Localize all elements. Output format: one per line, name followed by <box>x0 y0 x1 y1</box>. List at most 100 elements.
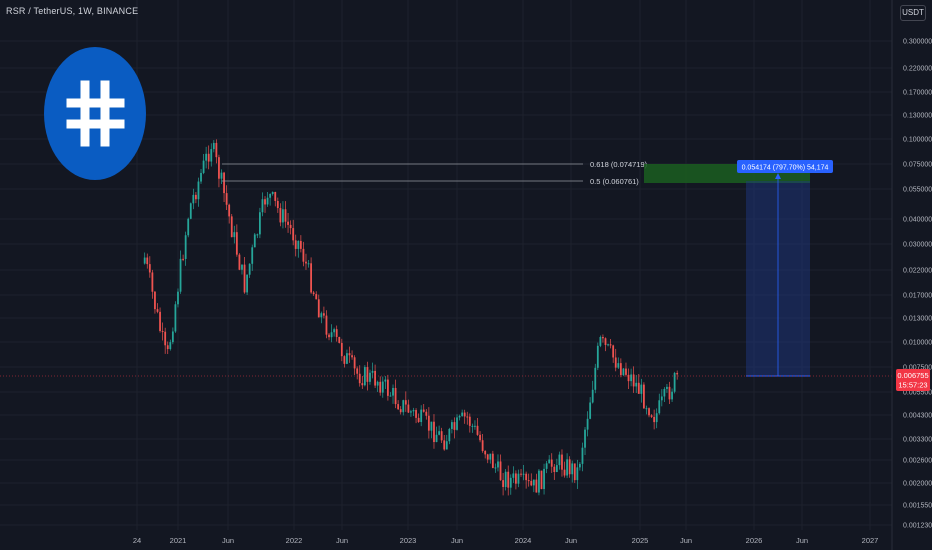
candle-body <box>430 421 433 431</box>
x-tick-label: Jun <box>796 536 808 545</box>
y-tick-label: 0.002600 <box>903 458 932 465</box>
y-tick-label: 0.003300 <box>903 437 932 444</box>
candle-body <box>417 417 420 423</box>
candle-body <box>466 416 469 418</box>
x-tick-label: 2022 <box>286 536 303 545</box>
candle-body <box>151 272 154 292</box>
y-tick-label: 0.013000 <box>903 316 932 323</box>
x-tick-label: Jun <box>222 536 234 545</box>
candle-body <box>248 263 251 275</box>
candle-body <box>292 228 295 241</box>
candle-body <box>676 372 679 375</box>
candle-body <box>223 172 225 194</box>
candle-body <box>645 408 648 410</box>
candle-body <box>555 465 558 473</box>
candle-body <box>412 410 415 412</box>
candle-body <box>525 473 528 481</box>
y-tick-label: 0.017000 <box>903 293 932 300</box>
candle-body <box>625 368 627 375</box>
candle-body <box>235 232 238 255</box>
candle-body <box>502 480 504 487</box>
candle-body <box>343 356 346 364</box>
candle-body <box>619 363 622 376</box>
y-tick-label: 0.007500 <box>903 365 932 372</box>
y-tick-label: 0.001230 <box>903 523 932 530</box>
candle-body <box>425 411 428 416</box>
candle-body <box>335 329 338 337</box>
candle-body <box>458 415 461 418</box>
candle-body <box>246 274 248 293</box>
y-tick-label: 0.100000 <box>903 137 932 144</box>
candle-body <box>279 208 282 223</box>
countdown-timer: 15:57:23 <box>898 381 927 390</box>
candle-body <box>640 384 643 394</box>
candle-body <box>369 372 371 382</box>
candle-body <box>264 199 266 205</box>
candle-body <box>256 234 259 236</box>
candle-body <box>299 240 302 249</box>
candle-body <box>671 391 673 400</box>
symbol-title: RSR / TetherUS, 1W, BINANCE <box>6 6 139 16</box>
candle-body <box>320 313 323 318</box>
candle-body <box>527 480 530 482</box>
candle-body <box>422 409 425 412</box>
candle-body <box>443 440 446 450</box>
candle-body <box>202 160 205 173</box>
candle-body <box>517 473 520 484</box>
candle-body <box>333 329 336 333</box>
current-price-tag: 0.006755 15:57:23 <box>896 369 930 391</box>
candle-body <box>310 263 312 293</box>
candle-body <box>532 479 535 486</box>
candle-body <box>294 240 297 249</box>
candle-body <box>271 191 274 194</box>
candle-body <box>381 381 384 393</box>
candle-body <box>520 473 522 475</box>
candle-body <box>445 441 448 450</box>
candle-body <box>197 181 200 200</box>
candle-body <box>666 386 668 389</box>
candle-body <box>363 367 366 386</box>
fib-level-05[interactable]: 0.5 (0.060761) <box>222 177 639 186</box>
candle-body <box>284 209 287 222</box>
candle-body <box>146 257 149 265</box>
candle-body <box>164 331 167 346</box>
candle-body <box>571 463 574 475</box>
candle-body <box>323 313 325 316</box>
hash-icon <box>66 80 125 147</box>
candle-body <box>195 194 197 200</box>
candle-body <box>609 344 612 346</box>
candle-body <box>169 342 172 350</box>
candle-body <box>187 218 190 236</box>
candle-body <box>594 367 597 390</box>
candle-body <box>474 425 476 427</box>
time-axis[interactable]: 24 2021 Jun 2022 Jun 2023 Jun 2024 Jun 2025 Jun 202… <box>133 536 879 545</box>
candle-body <box>218 157 220 179</box>
currency-button[interactable]: USDT <box>900 5 926 21</box>
candle-body <box>602 336 604 339</box>
y-tick-label: 0.040000 <box>903 217 932 224</box>
candle-body <box>238 254 241 270</box>
candle-body <box>584 429 586 448</box>
candlestick-series <box>143 139 679 496</box>
candle-body <box>650 415 653 417</box>
candle-body <box>174 304 177 332</box>
x-tick-label: 2021 <box>170 536 187 545</box>
fib-level-0618[interactable]: 0.618 (0.074719) <box>222 160 648 169</box>
candle-body <box>346 353 348 364</box>
candle-body <box>366 367 369 382</box>
y-tick-label: 0.005500 <box>903 390 932 397</box>
x-tick-label: 2027 <box>862 536 879 545</box>
target-label: 0.054174 (797.70%) 54,174 <box>737 160 833 173</box>
candle-body <box>215 142 218 158</box>
candle-body <box>404 400 407 405</box>
x-tick-label: Jun <box>451 536 463 545</box>
candle-body <box>668 386 671 400</box>
candle-body <box>287 221 289 225</box>
candle-body <box>266 197 269 205</box>
x-tick-label: 2024 <box>515 536 532 545</box>
candle-body <box>530 480 533 486</box>
price-axis[interactable]: 0.300000 0.220000 0.170000 0.130000 0.100000… <box>891 0 932 550</box>
candle-body <box>497 461 499 468</box>
y-tick-label: 0.075000 <box>903 162 932 169</box>
